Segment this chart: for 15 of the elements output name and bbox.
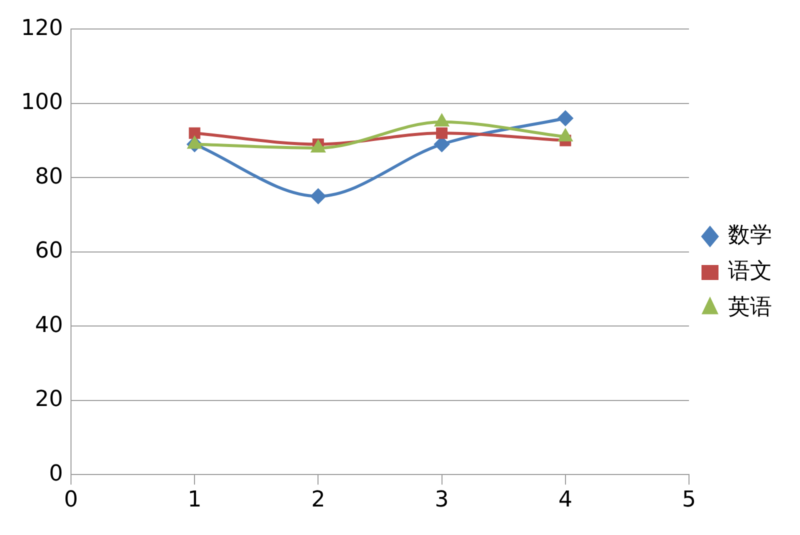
y-tick-label: 100	[20, 90, 63, 116]
y-tick-label: 20	[34, 387, 63, 412]
legend-label: 数学	[728, 223, 772, 248]
x-tick-label: 4	[558, 488, 572, 513]
x-tick-label: 2	[311, 488, 326, 513]
x-tick-label: 1	[188, 488, 202, 513]
x-tick-label: 5	[682, 488, 696, 513]
legend-label: 英语	[728, 295, 772, 320]
y-tick-label: 120	[20, 16, 63, 41]
x-tick-label: 3	[434, 488, 449, 513]
y-tick-label: 40	[34, 312, 63, 338]
y-tick-label: 80	[34, 164, 63, 190]
legend-label: 语文	[728, 259, 772, 284]
y-tick-label: 60	[34, 238, 63, 264]
y-tick-label: 0	[48, 461, 63, 486]
